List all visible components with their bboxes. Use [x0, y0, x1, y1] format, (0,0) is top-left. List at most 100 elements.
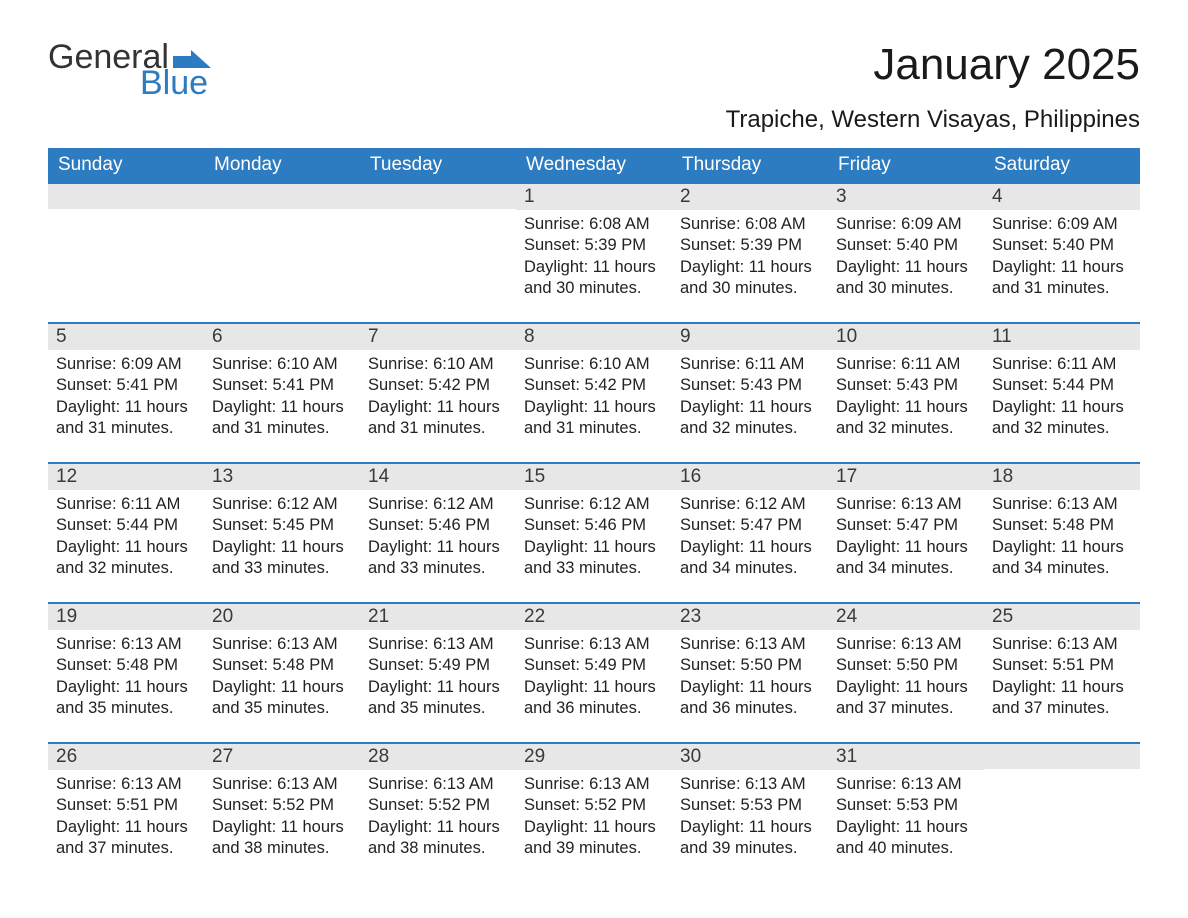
- sunrise-line: Sunrise: 6:09 AM: [992, 214, 1132, 235]
- day-details: Sunrise: 6:08 AMSunset: 5:39 PMDaylight:…: [516, 210, 672, 306]
- location-subtitle: Trapiche, Western Visayas, Philippines: [48, 106, 1140, 134]
- day-details: Sunrise: 6:09 AMSunset: 5:40 PMDaylight:…: [828, 210, 984, 306]
- day-cell-empty: [360, 184, 516, 312]
- day-details: Sunrise: 6:13 AMSunset: 5:51 PMDaylight:…: [48, 770, 204, 866]
- dow-friday: Friday: [828, 148, 984, 182]
- daylight-line: Daylight: 11 hours and 39 minutes.: [524, 817, 664, 860]
- day-details: Sunrise: 6:08 AMSunset: 5:39 PMDaylight:…: [672, 210, 828, 306]
- sunset-line: Sunset: 5:41 PM: [212, 375, 352, 396]
- day-number: 22: [516, 604, 672, 630]
- day-number: [360, 184, 516, 209]
- sunset-line: Sunset: 5:53 PM: [836, 795, 976, 816]
- sunrise-line: Sunrise: 6:13 AM: [992, 494, 1132, 515]
- day-details: Sunrise: 6:13 AMSunset: 5:53 PMDaylight:…: [672, 770, 828, 866]
- daylight-line: Daylight: 11 hours and 31 minutes.: [368, 397, 508, 440]
- day-number: 27: [204, 744, 360, 770]
- sunset-line: Sunset: 5:48 PM: [992, 515, 1132, 536]
- day-details: Sunrise: 6:10 AMSunset: 5:41 PMDaylight:…: [204, 350, 360, 446]
- sunrise-line: Sunrise: 6:10 AM: [524, 354, 664, 375]
- daylight-line: Daylight: 11 hours and 30 minutes.: [524, 257, 664, 300]
- day-details: Sunrise: 6:09 AMSunset: 5:40 PMDaylight:…: [984, 210, 1140, 306]
- sunset-line: Sunset: 5:51 PM: [56, 795, 196, 816]
- sunrise-line: Sunrise: 6:11 AM: [680, 354, 820, 375]
- day-cell: 24Sunrise: 6:13 AMSunset: 5:50 PMDayligh…: [828, 604, 984, 732]
- sunset-line: Sunset: 5:44 PM: [992, 375, 1132, 396]
- day-number: [984, 744, 1140, 769]
- day-cell: 27Sunrise: 6:13 AMSunset: 5:52 PMDayligh…: [204, 744, 360, 872]
- day-cell: 3Sunrise: 6:09 AMSunset: 5:40 PMDaylight…: [828, 184, 984, 312]
- sunset-line: Sunset: 5:39 PM: [524, 235, 664, 256]
- day-number: 9: [672, 324, 828, 350]
- dow-monday: Monday: [204, 148, 360, 182]
- day-details: Sunrise: 6:13 AMSunset: 5:47 PMDaylight:…: [828, 490, 984, 586]
- daylight-line: Daylight: 11 hours and 33 minutes.: [368, 537, 508, 580]
- daylight-line: Daylight: 11 hours and 35 minutes.: [212, 677, 352, 720]
- day-details: Sunrise: 6:11 AMSunset: 5:44 PMDaylight:…: [48, 490, 204, 586]
- dow-wednesday: Wednesday: [516, 148, 672, 182]
- day-number: 14: [360, 464, 516, 490]
- day-number: 23: [672, 604, 828, 630]
- day-number: 28: [360, 744, 516, 770]
- sunrise-line: Sunrise: 6:13 AM: [212, 634, 352, 655]
- day-details: Sunrise: 6:13 AMSunset: 5:52 PMDaylight:…: [360, 770, 516, 866]
- day-number: 12: [48, 464, 204, 490]
- day-details: Sunrise: 6:13 AMSunset: 5:52 PMDaylight:…: [516, 770, 672, 866]
- day-number: 8: [516, 324, 672, 350]
- sunset-line: Sunset: 5:41 PM: [56, 375, 196, 396]
- day-number: 21: [360, 604, 516, 630]
- day-cell: 29Sunrise: 6:13 AMSunset: 5:52 PMDayligh…: [516, 744, 672, 872]
- day-number: 26: [48, 744, 204, 770]
- day-details: Sunrise: 6:10 AMSunset: 5:42 PMDaylight:…: [516, 350, 672, 446]
- sunset-line: Sunset: 5:49 PM: [368, 655, 508, 676]
- day-cell: 1Sunrise: 6:08 AMSunset: 5:39 PMDaylight…: [516, 184, 672, 312]
- daylight-line: Daylight: 11 hours and 30 minutes.: [680, 257, 820, 300]
- day-cell: 15Sunrise: 6:12 AMSunset: 5:46 PMDayligh…: [516, 464, 672, 592]
- daylight-line: Daylight: 11 hours and 36 minutes.: [680, 677, 820, 720]
- day-cell: 26Sunrise: 6:13 AMSunset: 5:51 PMDayligh…: [48, 744, 204, 872]
- day-details: Sunrise: 6:12 AMSunset: 5:47 PMDaylight:…: [672, 490, 828, 586]
- day-cell: 16Sunrise: 6:12 AMSunset: 5:47 PMDayligh…: [672, 464, 828, 592]
- sunrise-line: Sunrise: 6:12 AM: [524, 494, 664, 515]
- day-cell: 23Sunrise: 6:13 AMSunset: 5:50 PMDayligh…: [672, 604, 828, 732]
- day-number: 5: [48, 324, 204, 350]
- sunrise-line: Sunrise: 6:10 AM: [368, 354, 508, 375]
- day-number: 4: [984, 184, 1140, 210]
- day-details: Sunrise: 6:11 AMSunset: 5:43 PMDaylight:…: [672, 350, 828, 446]
- sunrise-line: Sunrise: 6:12 AM: [368, 494, 508, 515]
- day-details: Sunrise: 6:12 AMSunset: 5:45 PMDaylight:…: [204, 490, 360, 586]
- sunset-line: Sunset: 5:43 PM: [836, 375, 976, 396]
- day-number: 30: [672, 744, 828, 770]
- daylight-line: Daylight: 11 hours and 31 minutes.: [212, 397, 352, 440]
- sunrise-line: Sunrise: 6:13 AM: [836, 774, 976, 795]
- day-number: [204, 184, 360, 209]
- day-cell-empty: [204, 184, 360, 312]
- day-details: Sunrise: 6:13 AMSunset: 5:48 PMDaylight:…: [48, 630, 204, 726]
- sunset-line: Sunset: 5:52 PM: [524, 795, 664, 816]
- day-details: Sunrise: 6:13 AMSunset: 5:49 PMDaylight:…: [360, 630, 516, 726]
- daylight-line: Daylight: 11 hours and 31 minutes.: [524, 397, 664, 440]
- day-number: [48, 184, 204, 209]
- day-number: 25: [984, 604, 1140, 630]
- sunset-line: Sunset: 5:43 PM: [680, 375, 820, 396]
- sunrise-line: Sunrise: 6:13 AM: [680, 774, 820, 795]
- sunrise-line: Sunrise: 6:09 AM: [836, 214, 976, 235]
- day-cell: 7Sunrise: 6:10 AMSunset: 5:42 PMDaylight…: [360, 324, 516, 452]
- sunrise-line: Sunrise: 6:13 AM: [524, 634, 664, 655]
- sunset-line: Sunset: 5:50 PM: [836, 655, 976, 676]
- daylight-line: Daylight: 11 hours and 31 minutes.: [992, 257, 1132, 300]
- day-cell: 12Sunrise: 6:11 AMSunset: 5:44 PMDayligh…: [48, 464, 204, 592]
- day-cell: 31Sunrise: 6:13 AMSunset: 5:53 PMDayligh…: [828, 744, 984, 872]
- daylight-line: Daylight: 11 hours and 32 minutes.: [992, 397, 1132, 440]
- day-number: 3: [828, 184, 984, 210]
- day-details: Sunrise: 6:13 AMSunset: 5:52 PMDaylight:…: [204, 770, 360, 866]
- sunrise-line: Sunrise: 6:12 AM: [680, 494, 820, 515]
- day-cell: 17Sunrise: 6:13 AMSunset: 5:47 PMDayligh…: [828, 464, 984, 592]
- day-details: Sunrise: 6:13 AMSunset: 5:51 PMDaylight:…: [984, 630, 1140, 726]
- daylight-line: Daylight: 11 hours and 40 minutes.: [836, 817, 976, 860]
- sunrise-line: Sunrise: 6:13 AM: [836, 494, 976, 515]
- sunset-line: Sunset: 5:46 PM: [368, 515, 508, 536]
- day-number: 15: [516, 464, 672, 490]
- sunset-line: Sunset: 5:52 PM: [212, 795, 352, 816]
- sunset-line: Sunset: 5:48 PM: [212, 655, 352, 676]
- month-title: January 2025: [873, 40, 1140, 90]
